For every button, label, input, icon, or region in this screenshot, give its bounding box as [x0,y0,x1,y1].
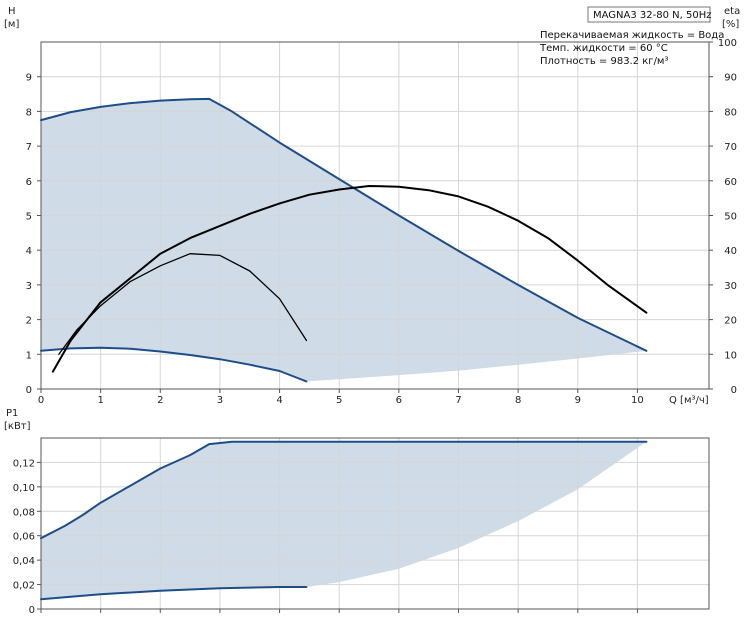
y-tick-label: 0,06 [13,532,35,543]
annotation-3: Плотность = 983.2 кг/м³ [540,56,669,67]
y2-tick-label: 30 [724,281,737,292]
x-tick-label: 2 [157,395,163,406]
y2-tick-label: 90 [724,73,737,84]
annotation-1: Перекачиваемая жидкость = Вода [540,30,724,41]
y2-tick-label: 60 [724,177,737,188]
y-tick-label: 0 [29,605,35,616]
y-tick-label: 0,08 [13,507,35,518]
y-tick-label: 0,10 [13,483,35,494]
x-tick-label: 7 [455,395,461,406]
y-tick-label: 7 [26,142,32,153]
axis-ticks: 0 0,02 0,04 0,06 0,08 0,10 0,12 [13,458,638,616]
y2-axis-label: eta [724,6,740,17]
y2-tick-label: 20 [724,316,737,327]
x-tick-label: 0 [38,395,44,406]
y-tick-label: 8 [26,107,32,118]
x-tick-label: 9 [575,395,581,406]
x-tick-label: 6 [396,395,402,406]
operating-range-shading [41,98,647,382]
y2-tick-label: 70 [724,142,737,153]
y-tick-label: 5 [26,212,32,223]
p1-axis-unit: [кВт] [4,421,31,432]
series-line-3 [51,185,648,373]
power-chart: 0 0,02 0,04 0,06 0,08 0,10 0,12 P1 [кВт] [4,408,710,616]
x-tick-label: 3 [217,395,223,406]
y-axis-label: H [8,6,16,17]
series-line-1 [40,97,648,352]
info-box: MAGNA3 32-80 N, 50Hz Перекачиваемая жидко… [539,6,724,67]
y2-tick-label: 100 [718,38,737,49]
y2-tick-label: 10 [724,350,737,361]
y2-tick-label: 40 [724,246,737,257]
y2-tick-label: 80 [724,107,737,118]
y-tick-label: 0,02 [13,581,35,592]
series-line-4 [58,253,308,355]
y-tick-label: 9 [26,73,32,84]
x-tick-label: 10 [631,395,644,406]
axis-ticks: 0 1 2 3 4 5 6 7 8 9 100123456789010203040506070809… [26,38,737,406]
annotation-2: Темп. жидкости = 60 °C [539,43,668,54]
p1-axis-label: P1 [6,408,18,419]
y2-axis-unit: [%] [722,19,739,30]
x-tick-label: 5 [336,395,342,406]
chart-title: MAGNA3 32-80 N, 50Hz [593,10,711,21]
y-tick-label: 3 [26,281,32,292]
y2-tick-label: 0 [731,385,737,396]
y-tick-label: 0,04 [13,556,35,567]
y-tick-label: 0,12 [13,458,35,469]
y-tick-label: 0 [26,385,32,396]
y2-tick-label: 50 [724,212,737,223]
power-series-line-2 [40,586,308,601]
y-tick-label: 4 [26,246,32,257]
title-box [587,6,711,23]
y-axis-unit: [м] [4,19,19,30]
head-efficiency-chart: 0 1 2 3 4 5 6 7 8 9 100123456789010203040506070809… [4,6,740,406]
series-line-2 [40,346,308,383]
y-tick-label: 2 [26,316,32,327]
x-tick-label: 8 [515,395,521,406]
x-tick-label: 1 [97,395,103,406]
y-tick-label: 6 [26,177,32,188]
grid-lines [40,438,709,610]
x-axis-label: Q [м³/ч] [669,395,709,406]
plot-frame [40,437,710,610]
x-tick-label: 4 [276,395,282,406]
power-series-line-1 [40,440,648,540]
y-tick-label: 1 [26,350,32,361]
